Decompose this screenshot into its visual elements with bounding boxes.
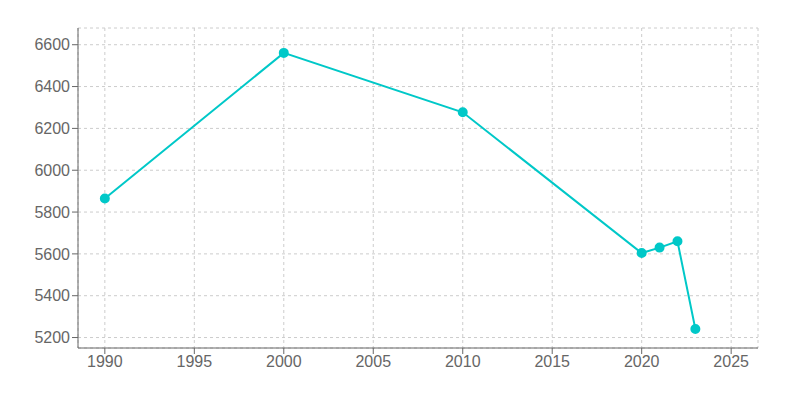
svg-text:6200: 6200	[34, 120, 70, 137]
svg-text:2015: 2015	[534, 353, 570, 370]
svg-text:5600: 5600	[34, 246, 70, 263]
svg-text:2000: 2000	[266, 353, 302, 370]
svg-text:2025: 2025	[713, 353, 749, 370]
svg-text:6000: 6000	[34, 162, 70, 179]
svg-text:5200: 5200	[34, 329, 70, 346]
svg-text:5400: 5400	[34, 287, 70, 304]
svg-text:2005: 2005	[355, 353, 391, 370]
svg-text:2020: 2020	[624, 353, 660, 370]
svg-text:6400: 6400	[34, 78, 70, 95]
svg-text:1990: 1990	[87, 353, 123, 370]
svg-text:2010: 2010	[445, 353, 481, 370]
svg-text:6600: 6600	[34, 36, 70, 53]
svg-text:5800: 5800	[34, 204, 70, 221]
svg-text:1995: 1995	[177, 353, 213, 370]
